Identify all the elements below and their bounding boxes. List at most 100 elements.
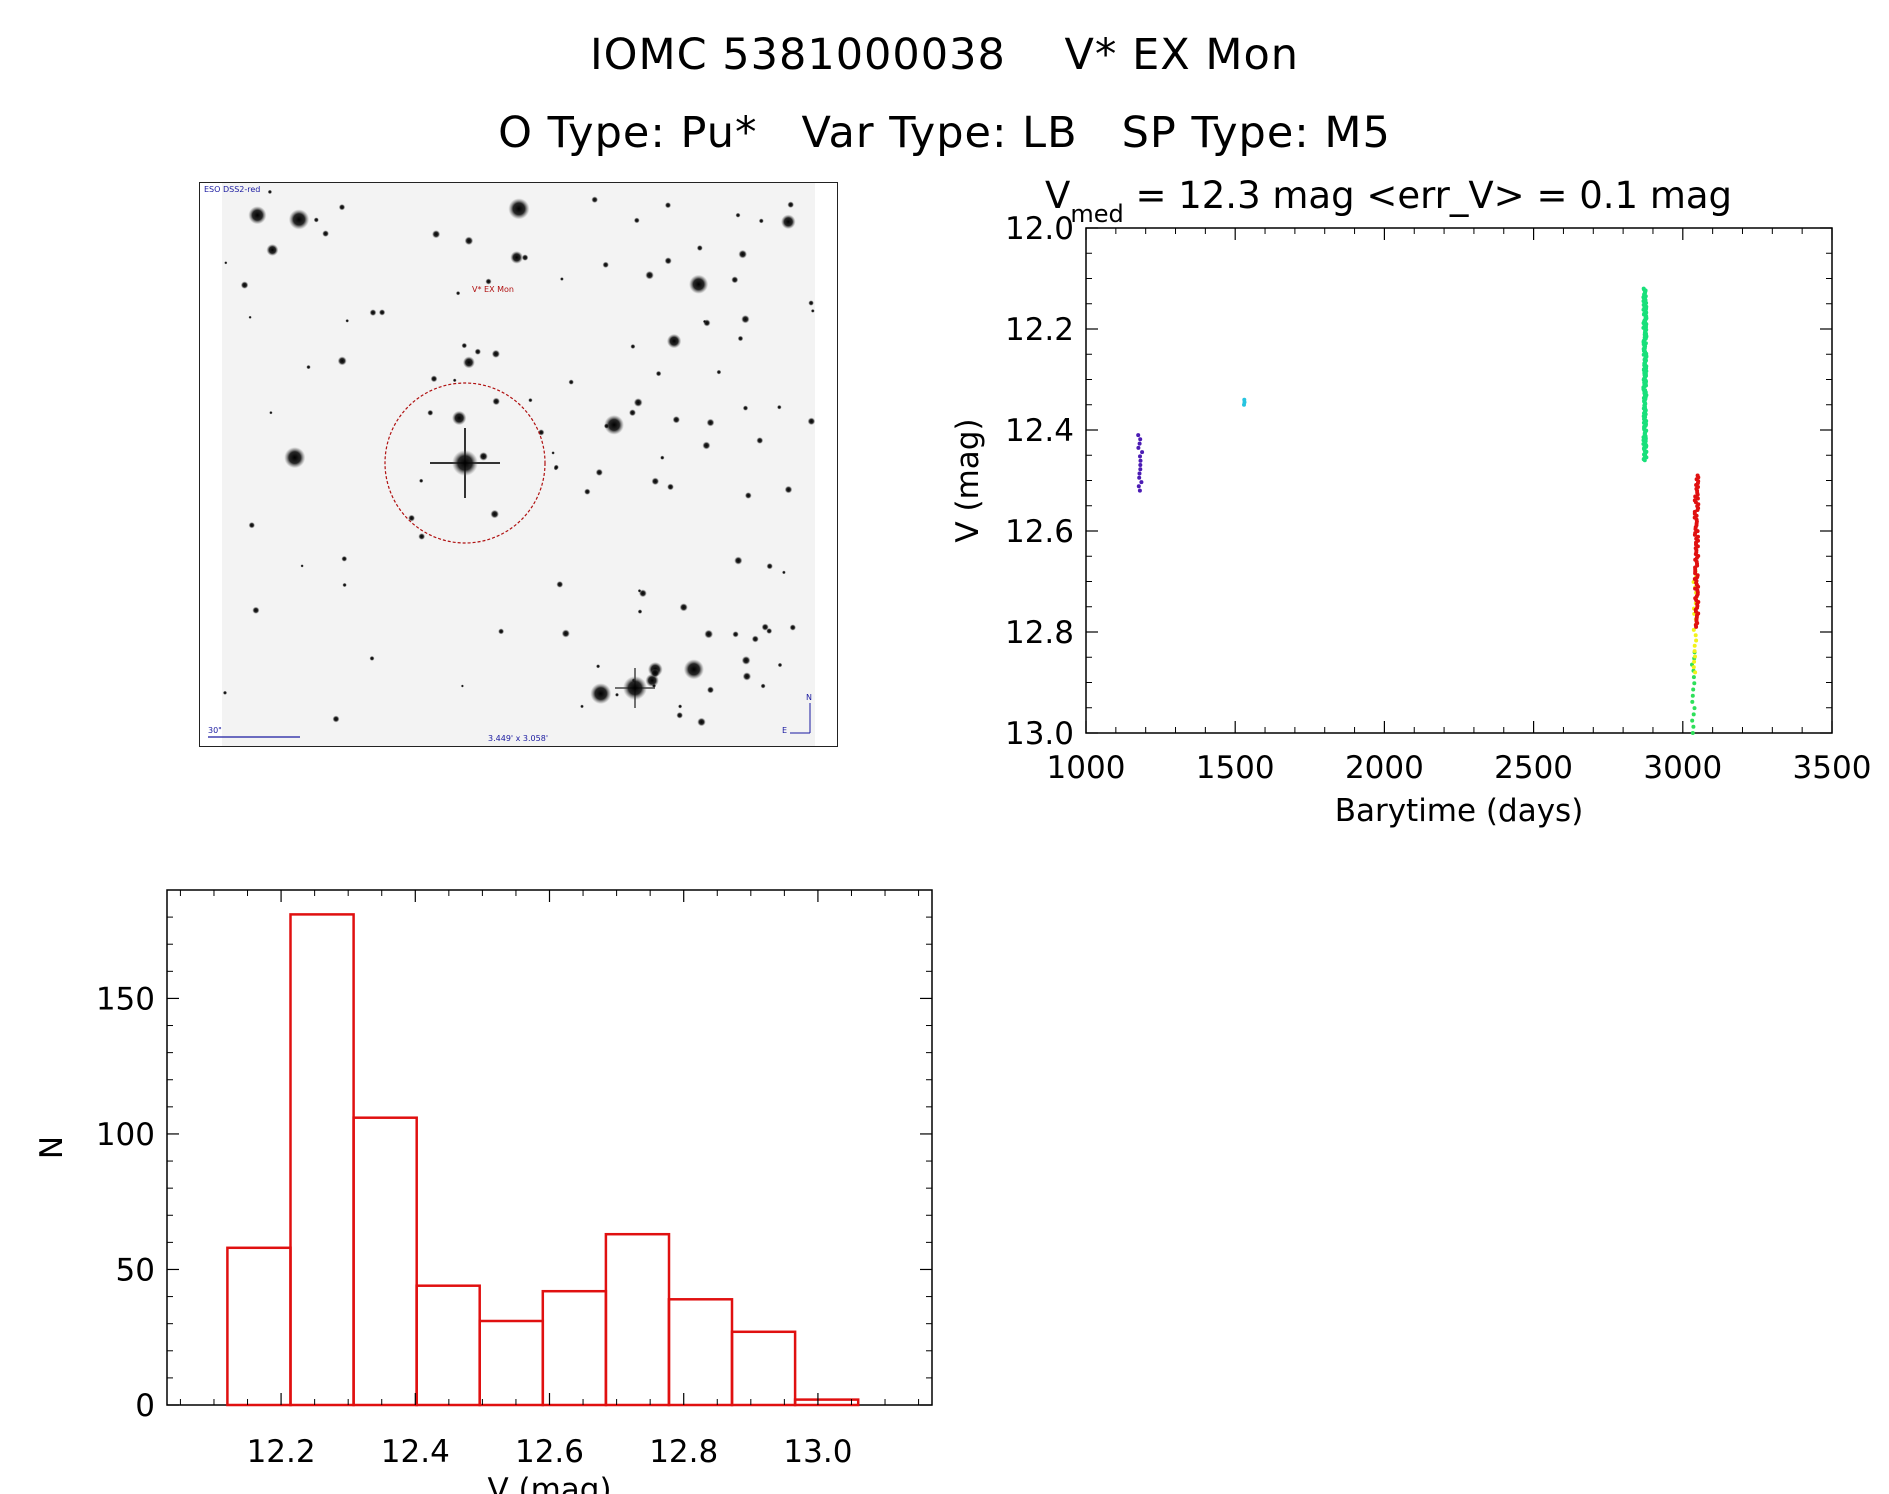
field-star: [760, 683, 766, 689]
field-star: [341, 555, 348, 562]
field-star: [738, 249, 747, 259]
field-star: [300, 564, 304, 568]
field-star: [591, 196, 598, 203]
field-star: [430, 375, 438, 383]
data-point: [1690, 699, 1695, 704]
data-point: [1690, 731, 1695, 735]
x-tick-label: 13.0: [783, 1434, 852, 1470]
target-label: V* EX Mon: [472, 285, 514, 294]
y-tick-label: 13.0: [1005, 716, 1074, 752]
field-star: [508, 198, 530, 220]
field-star: [741, 315, 750, 324]
x-tick-label: 12.6: [515, 1434, 584, 1470]
field-star: [427, 409, 434, 416]
field-star: [248, 206, 267, 225]
field-star: [716, 369, 722, 375]
field-star: [556, 581, 564, 588]
data-point: [1693, 633, 1698, 638]
field-star: [787, 201, 794, 208]
y-axis-label: N: [34, 1136, 70, 1159]
field-star: [452, 410, 467, 426]
field-star: [418, 533, 426, 540]
field-star: [807, 417, 816, 426]
field-star: [474, 348, 481, 355]
data-point: [1137, 441, 1142, 446]
north-label: N: [806, 693, 812, 702]
x-tick-label: 1500: [1196, 750, 1275, 786]
field-star: [697, 717, 706, 727]
survey-label: ESO DSS2-red: [204, 185, 261, 194]
data-point: [1136, 484, 1141, 489]
x-tick-label: 12.8: [649, 1434, 718, 1470]
target-circle: [384, 382, 546, 544]
field-star: [676, 712, 683, 719]
histogram-bar: [667, 1298, 734, 1407]
field-star: [322, 230, 329, 237]
data-point: [1137, 475, 1142, 480]
data-point: [1691, 712, 1696, 717]
field-star: [660, 455, 665, 460]
data-point: [1691, 665, 1696, 670]
field-star: [604, 415, 624, 435]
data-point: [1691, 724, 1696, 729]
field-star: [490, 509, 500, 519]
field-star: [637, 609, 643, 614]
y-tick-label: 12.2: [1005, 312, 1074, 348]
x-axis-label: Barytime (days): [1335, 793, 1584, 829]
light-curve-chart: Vmed = 12.3 mag <err_V> = 0.1 mag 1000 150…: [950, 174, 1871, 829]
data-point: [1137, 471, 1142, 476]
data-point: [1139, 480, 1144, 485]
y-tick-label: 0: [135, 1388, 155, 1424]
y-tick-label: 50: [116, 1252, 155, 1288]
x-axis-label: V (mag): [487, 1472, 611, 1494]
field-star: [615, 692, 619, 697]
field-star: [306, 364, 311, 370]
y-tick-label: 12.4: [1005, 413, 1074, 449]
bright-star-2: [615, 668, 655, 708]
data-point: [1696, 584, 1701, 589]
field-star: [584, 488, 591, 495]
field-star: [702, 441, 711, 450]
field-star: [672, 416, 680, 424]
field-star: [784, 485, 793, 494]
title-subscript: med: [1070, 200, 1123, 228]
field-star: [678, 704, 683, 709]
field-star: [741, 656, 751, 665]
field-star: [633, 217, 640, 224]
field-star: [288, 209, 310, 230]
field-star: [602, 261, 609, 268]
histogram-bar: [352, 1116, 418, 1407]
field-star: [808, 300, 814, 306]
data-point: [1138, 454, 1142, 459]
field-star: [266, 244, 279, 256]
field-star: [313, 217, 319, 223]
field-star: [742, 672, 752, 681]
y-tick-label: 12.0: [1005, 211, 1074, 247]
field-star: [560, 277, 564, 281]
field-star: [248, 522, 255, 529]
field-star: [452, 378, 457, 383]
data-point: [1691, 675, 1696, 680]
field-star: [742, 405, 749, 411]
x-tick-label: 2000: [1345, 750, 1424, 786]
field-star: [789, 624, 796, 631]
field-star: [667, 483, 674, 491]
field-star: [664, 202, 672, 209]
east-label: E: [782, 726, 788, 735]
hist-frame: [166, 889, 933, 1406]
field-star: [651, 683, 657, 688]
data-point: [1242, 402, 1246, 407]
field-star: [479, 452, 488, 461]
y-tick-label: 150: [96, 981, 155, 1017]
field-star: [737, 335, 744, 342]
fov-label: 3.449' x 3.058': [488, 734, 549, 743]
field-star: [462, 356, 475, 369]
field-star: [664, 257, 672, 265]
field-star: [590, 683, 612, 705]
field-star: [492, 397, 501, 406]
field-star: [408, 514, 415, 522]
field-star: [666, 333, 682, 349]
scale-label: 30": [208, 726, 222, 735]
field-star: [267, 189, 273, 195]
